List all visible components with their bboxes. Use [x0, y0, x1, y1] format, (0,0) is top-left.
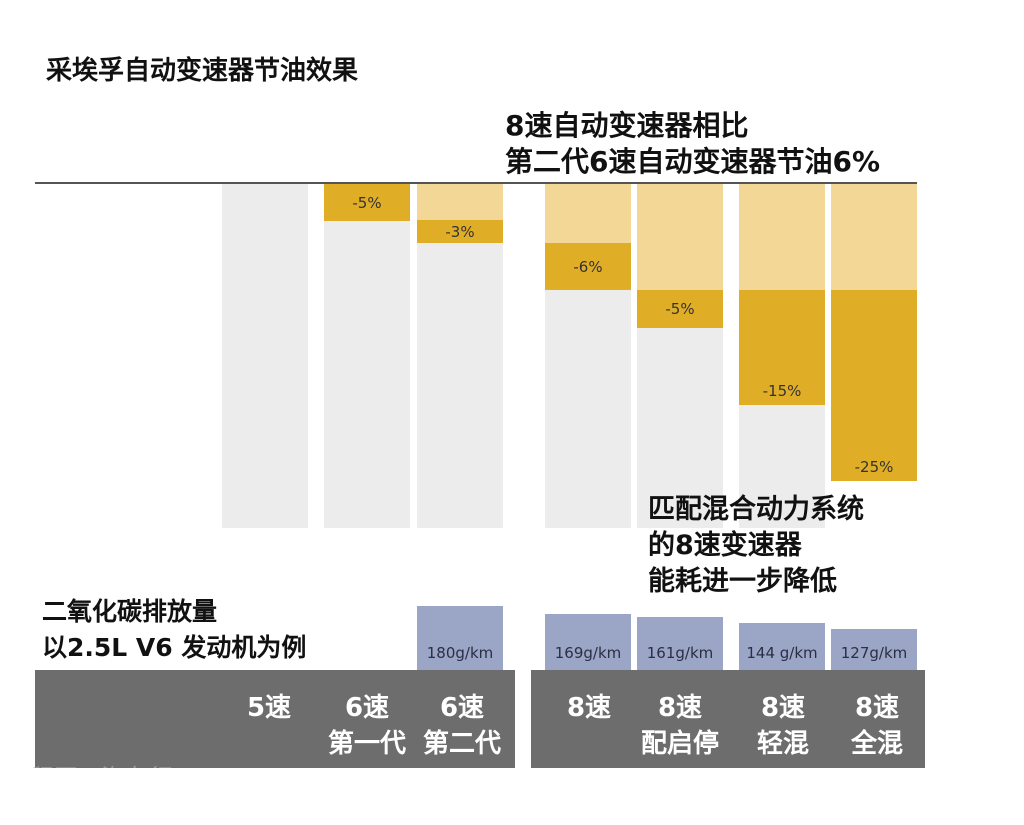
chart-title: 采埃孚自动变速器节油效果: [46, 56, 359, 86]
saving-label: -5%: [324, 184, 410, 221]
cumulative-saving: [637, 184, 723, 290]
co2-bar: 169g/km: [545, 614, 631, 670]
cumulative-saving: [831, 184, 917, 290]
cumulative-saving: [417, 184, 503, 220]
co2-bar: 127g/km: [831, 629, 917, 670]
bar-6speed-gen2: -3%: [417, 184, 503, 528]
annotation-8speed: 8速自动变速器相比 第二代6速自动变速器节油6%: [505, 109, 881, 178]
saving-label: -6%: [545, 243, 631, 290]
saving-label: -5%: [637, 290, 723, 328]
bar-6speed-gen1: -5%: [324, 184, 410, 528]
category-band-left: [35, 670, 515, 768]
category-label: 5速: [246, 693, 292, 723]
co2-label: 二氧化碳排放量 以2.5L V6 发动机为例: [42, 597, 307, 662]
saving-label: -3%: [417, 220, 503, 243]
annotation-hybrid: 匹配混合动力系统 的8速变速器 能耗进一步降低: [648, 494, 864, 597]
watermark: 程网 · 汽车行: [30, 758, 173, 768]
co2-bar: 161g/km: [637, 617, 723, 670]
bar-5speed: [222, 184, 308, 528]
bar-8speed-startstop: -5%: [637, 184, 723, 528]
cumulative-saving: [545, 184, 631, 243]
category-label: 6速 第一代: [327, 693, 406, 759]
co2-bar: 180g/km: [417, 606, 503, 670]
category-band-right: [531, 670, 925, 768]
category-label: 6速 第二代: [422, 693, 501, 759]
saving-label: -25%: [831, 290, 917, 481]
saving-label: -15%: [739, 290, 825, 405]
bar-8speed-mild-hybrid: -15%: [739, 184, 825, 528]
bar-8speed: -6%: [545, 184, 631, 528]
bar-8speed-full-hybrid: -25%: [831, 184, 917, 528]
category-label: 8速 全混: [850, 693, 903, 759]
category-label: 8速: [566, 693, 612, 723]
category-label: 8速 轻混: [756, 693, 809, 759]
category-label: 8速 配启停: [640, 693, 719, 759]
co2-bar: 144 g/km: [739, 623, 825, 670]
cumulative-saving: [739, 184, 825, 290]
baseline: [35, 182, 917, 184]
